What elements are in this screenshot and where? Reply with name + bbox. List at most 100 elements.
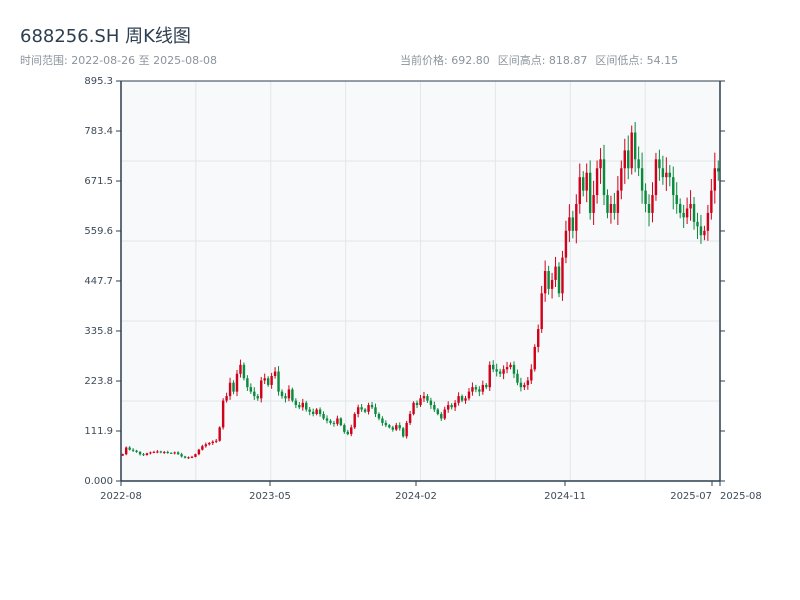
candle-body [346, 431, 350, 435]
candle-body [478, 389, 481, 392]
candle-body [623, 150, 626, 169]
candle-body [682, 212, 685, 218]
candle-body [630, 132, 633, 169]
candle-body [294, 400, 298, 406]
candle-body [336, 418, 339, 424]
candle-body [495, 369, 498, 372]
candle-body [453, 402, 457, 408]
candle-body [249, 387, 253, 392]
candle-body [166, 451, 169, 453]
candle-body [228, 382, 232, 397]
candle-body [502, 369, 505, 374]
candle-body [512, 364, 516, 374]
candle-body [232, 382, 235, 392]
candle-body [242, 364, 246, 379]
candle-body [644, 190, 647, 204]
candle-body [606, 195, 609, 213]
candle-body [291, 389, 294, 401]
candle-body [620, 168, 623, 191]
candle-body [654, 159, 658, 196]
y-tick-label: 895.3 [84, 76, 113, 87]
candle-body [647, 203, 651, 213]
x-tick-label: 2025-08 [720, 491, 762, 502]
candle-body [582, 177, 585, 191]
candle-body [284, 396, 287, 399]
candle-body [360, 407, 363, 410]
candle-body [433, 405, 436, 410]
candle-body [672, 177, 675, 196]
candle-body [305, 402, 308, 410]
candle-body [124, 447, 128, 455]
candle-body [550, 279, 554, 289]
candle-body [509, 364, 512, 368]
y-tick-label: 335.8 [84, 326, 113, 337]
candle-body [543, 271, 547, 294]
candle-body [440, 413, 443, 419]
candle-body [419, 398, 422, 406]
candle-body [273, 371, 277, 377]
candle-body [498, 371, 502, 374]
candle-body [384, 422, 388, 426]
candle-body [395, 425, 398, 430]
candle-body [533, 346, 536, 370]
candle-body [159, 451, 163, 453]
candle-body [491, 364, 495, 370]
candle-body [208, 443, 211, 445]
y-tick-label: 671.5 [84, 176, 113, 187]
candle-body [183, 456, 187, 458]
candle-body [329, 420, 332, 423]
candle-body [339, 418, 343, 426]
candle-body [699, 226, 703, 236]
candle-body [540, 293, 543, 330]
candle-body [128, 447, 131, 450]
candle-body [239, 364, 242, 374]
candle-body [547, 271, 550, 289]
candle-body [311, 411, 315, 414]
candle-body [356, 407, 360, 414]
candle-body [287, 389, 291, 399]
candle-body [187, 457, 190, 459]
candle-body [526, 380, 530, 385]
candle-body [253, 391, 256, 397]
x-tick-label: 2025-07 [670, 491, 712, 502]
candle-body [602, 159, 606, 196]
candle-body [640, 168, 644, 191]
candle-body [467, 391, 471, 399]
candle-body [412, 402, 415, 414]
candle-body [201, 446, 204, 450]
candle-body [332, 422, 336, 424]
candle-body [703, 230, 706, 236]
candle-body [661, 168, 665, 178]
candle-body [436, 409, 440, 414]
candle-body [145, 453, 149, 456]
y-tick-label: 559.6 [84, 226, 113, 237]
candle-body [363, 409, 367, 412]
candle-body [457, 396, 460, 403]
candle-body [530, 369, 533, 381]
candle-body [678, 203, 682, 213]
candle-body [460, 396, 464, 401]
date-range: 时间范围: 2022-08-26 至 2025-08-08 [20, 54, 218, 67]
candle-body [381, 418, 384, 423]
candle-body [578, 177, 581, 204]
candle-body [426, 396, 429, 401]
candle-body [408, 413, 412, 423]
candle-body [706, 212, 710, 231]
candle-body [149, 452, 152, 454]
candle-body [481, 384, 485, 392]
chart-title: 688256.SH 周K线图 [20, 26, 191, 47]
candle-body [523, 384, 526, 388]
candle-body [176, 452, 180, 455]
candle-body [322, 413, 325, 419]
candle-body [260, 380, 263, 399]
candle-body [315, 409, 318, 414]
candle-body [696, 221, 699, 227]
y-tick-label: 447.7 [84, 276, 113, 287]
current-price: 当前价格: 692.80 [400, 54, 490, 67]
candle-body [173, 452, 176, 454]
candle-body [218, 427, 221, 441]
candle-body [405, 422, 408, 437]
candle-body [464, 398, 467, 401]
candle-body [270, 376, 273, 385]
